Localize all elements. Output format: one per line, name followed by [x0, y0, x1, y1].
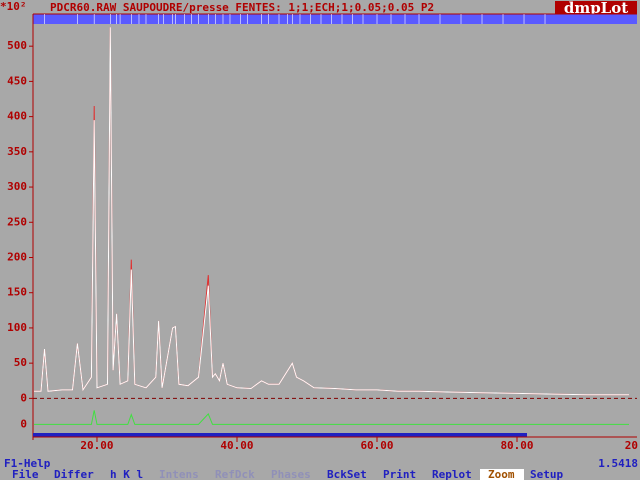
y-tick-label: 50 [14, 356, 27, 369]
y-tick-label: 300 [7, 180, 27, 193]
menu-highlight [480, 469, 524, 480]
menu-item[interactable]: Print [383, 468, 416, 480]
y-tick-label: 200 [7, 250, 27, 263]
menu: File Differ h K l Intens RefDck Phases BckSet P… [12, 468, 563, 480]
menu-item[interactable]: BckSet [327, 468, 367, 480]
pattern-line [34, 410, 629, 425]
x-tick-label: 60.00 [360, 439, 393, 452]
menu-item[interactable]: Setup [530, 468, 563, 480]
diff-zero-label: 0 [20, 417, 27, 430]
help: F1-Help [4, 457, 51, 470]
menu-item[interactable]: Replot [432, 468, 472, 480]
y-unit: *10² [0, 0, 27, 13]
pattern-line [34, 27, 629, 396]
menu-item[interactable]: h K l [110, 468, 143, 480]
y-tick-label: 350 [7, 145, 27, 158]
logo: dmpLot [564, 0, 628, 17]
y-tick-label: 100 [7, 321, 27, 334]
logo-box [555, 1, 637, 15]
x-tick-label: 40.00 [220, 439, 253, 452]
menu-item[interactable]: Phases [271, 468, 311, 480]
x-tick-label: 80.00 [500, 439, 533, 452]
title: PDCR60.RAW SAUPOUDRE/presse FENTES: 1;1;… [50, 1, 434, 14]
menu-item[interactable]: Zoom [488, 468, 515, 480]
x-tick-label: 20.00 [80, 439, 113, 452]
menu-item[interactable]: RefDck [215, 468, 255, 480]
y-tick-label: 450 [7, 74, 27, 87]
menu-item[interactable]: Intens [159, 468, 199, 480]
y-tick-label: 250 [7, 215, 27, 228]
wavelength: 1.5418 [598, 457, 638, 470]
y-tick-label: 500 [7, 39, 27, 52]
reflection-strip [33, 14, 637, 24]
y-tick-label: 150 [7, 286, 27, 299]
y-tick-label: 400 [7, 110, 27, 123]
x-tick-label: 20 [625, 439, 638, 452]
y-tick-label: 0 [20, 391, 27, 404]
range-bar [33, 433, 527, 437]
menu-item[interactable]: File [12, 468, 39, 480]
menu-item[interactable]: Differ [54, 468, 94, 480]
